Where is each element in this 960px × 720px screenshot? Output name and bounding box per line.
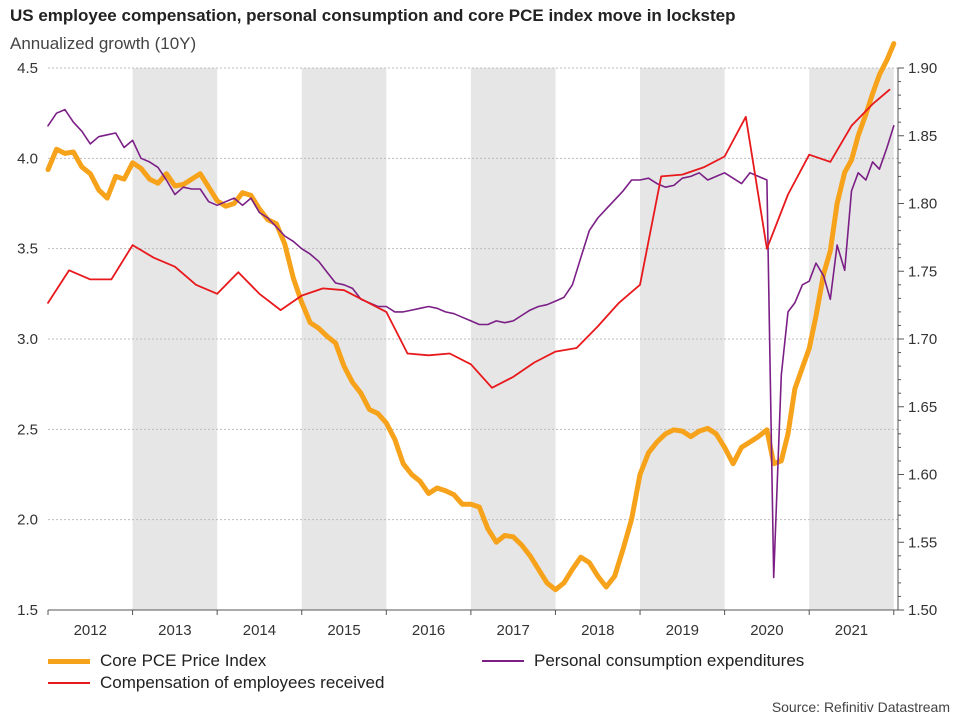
y-right-tick-label: 1.65 [908, 399, 937, 416]
line-pce [47, 108, 895, 579]
legend-item-compensation: Compensation of employees received [48, 673, 384, 693]
y-right-tick-label: 1.90 [908, 60, 937, 77]
y-right-tick-label: 1.80 [908, 196, 937, 213]
x-tick-label-2017: 2017 [496, 622, 529, 639]
y-left-tick-label: 3.0 [17, 331, 38, 348]
x-tick-label-2016: 2016 [412, 622, 445, 639]
x-tick-label-2012: 2012 [74, 622, 107, 639]
line-compensation [47, 88, 891, 389]
chart-plot: 1.5 2.0 2.5 3.0 3.5 4.0 4.5 1.50 1.55 1.60 1.65 1.7… [17, 41, 937, 639]
y-left-tick-label: 4.0 [17, 150, 38, 167]
source-note: Source: Refinitiv Datastream [771, 699, 950, 715]
y-right-tick-label: 1.75 [908, 263, 937, 280]
y-left-tick-label: 4.5 [17, 60, 38, 77]
x-tick-label-2015: 2015 [327, 622, 360, 639]
legend-item-core-pce: Core PCE Price Index [48, 651, 266, 671]
legend-swatch-compensation [48, 682, 90, 684]
legend-label-pce: Personal consumption expenditures [534, 651, 805, 670]
y-right-tick-label: 1.60 [908, 467, 937, 484]
x-tick-label-2019: 2019 [666, 622, 699, 639]
y-right-tick-label: 1.85 [908, 128, 937, 145]
y-left-tick-label: 2.5 [17, 421, 38, 438]
line-core-pce [45, 41, 897, 593]
legend-swatch-pce [482, 660, 524, 662]
y-left-tick-label: 1.5 [17, 602, 38, 619]
y-right-tick-label: 1.55 [908, 534, 937, 551]
gridlines [48, 67, 898, 611]
y-right-tick-label: 1.50 [908, 602, 937, 619]
shade-2013 [132, 68, 218, 610]
x-tick-label-2013: 2013 [158, 622, 191, 639]
chart-title: US employee compensation, personal consu… [10, 6, 736, 25]
series-lines [45, 41, 897, 593]
y-right-tick-label: 1.70 [908, 331, 937, 348]
legend-item-pce: Personal consumption expenditures [482, 651, 804, 671]
y-left-tick-label: 3.5 [17, 241, 38, 258]
chart-subtitle: Annualized growth (10Y) [10, 34, 197, 53]
tick-labels: 1.5 2.0 2.5 3.0 3.5 4.0 4.5 1.50 1.55 1.60 1.65 1.7… [17, 60, 937, 639]
x-tick-label-2014: 2014 [243, 622, 276, 639]
x-tick-label-2018: 2018 [581, 622, 614, 639]
legend-swatch-core-pce [48, 658, 90, 664]
shade-2019 [640, 68, 725, 610]
axes [47, 67, 904, 615]
legend-label-compensation: Compensation of employees received [100, 673, 385, 692]
legend-label-core-pce: Core PCE Price Index [100, 651, 267, 670]
x-tick-label-2020: 2020 [750, 622, 783, 639]
y-left-tick-label: 2.0 [17, 512, 38, 529]
x-tick-label-2021: 2021 [835, 622, 868, 639]
